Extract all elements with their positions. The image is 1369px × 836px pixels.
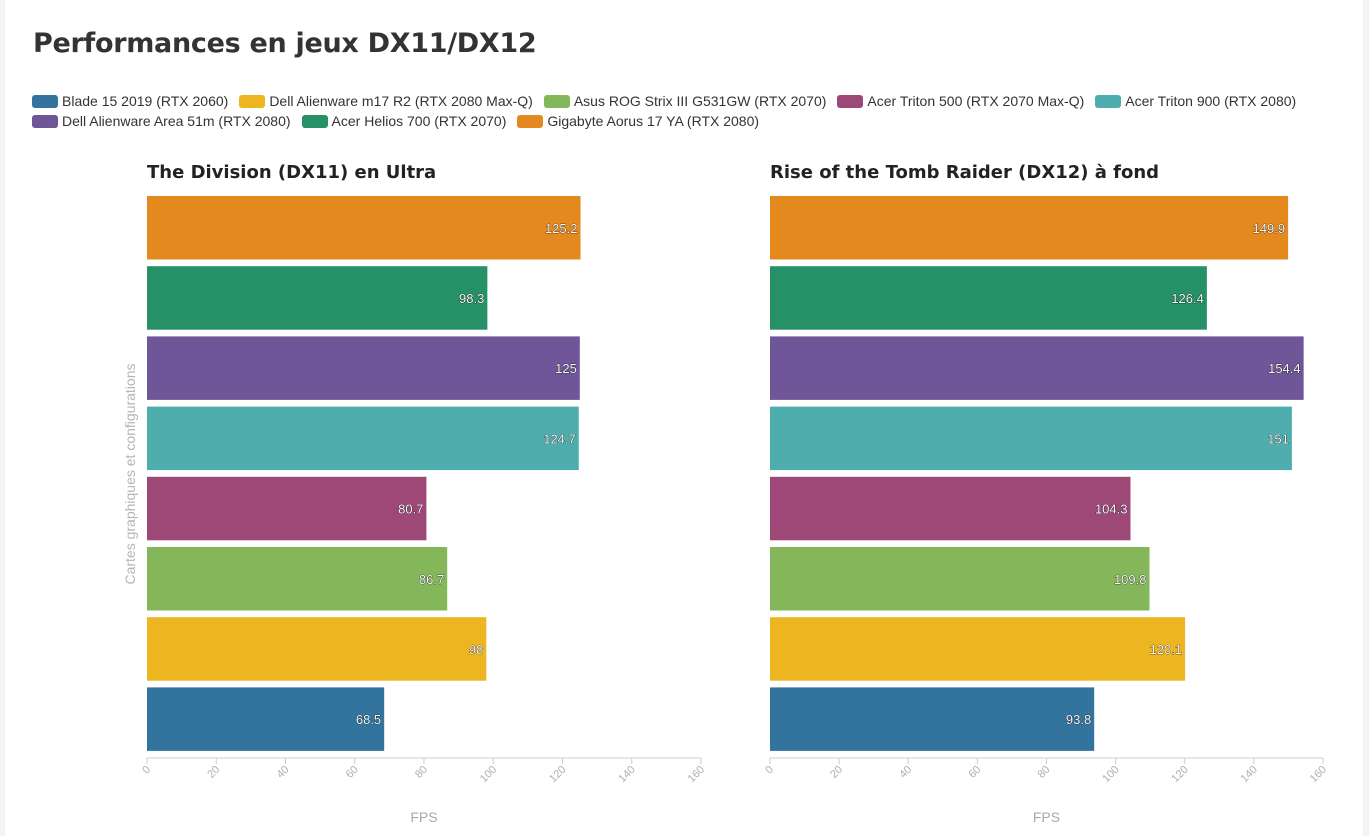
legend-item-alienware-m17[interactable]: Dell Alienware m17 R2 (RTX 2080 Max-Q) (239, 91, 533, 111)
legend-item-triton-900[interactable]: Acer Triton 900 (RTX 2080) (1095, 91, 1296, 111)
legend-item-area-51m[interactable]: Dell Alienware Area 51m (RTX 2080) (32, 111, 291, 131)
legend-row-2: Dell Alienware Area 51m (RTX 2080) Acer … (32, 111, 1332, 131)
bar-1[interactable] (770, 196, 1289, 260)
x-tick-label: 20 (205, 764, 222, 781)
bar-8[interactable] (147, 687, 385, 751)
data-label: 109.8 (1114, 572, 1147, 587)
data-label: 125.2 (545, 221, 578, 236)
legend-item-aorus-17[interactable]: Gigabyte Aorus 17 YA (RTX 2080) (517, 111, 759, 131)
legend-swatch (32, 114, 58, 128)
bar-2[interactable] (770, 266, 1207, 330)
x-axis-title: FPS (410, 809, 437, 825)
bar-8[interactable] (770, 687, 1095, 751)
bar-5[interactable] (770, 476, 1131, 541)
legend-label: Dell Alienware m17 R2 (RTX 2080 Max-Q) (269, 93, 533, 109)
bar-5[interactable] (147, 476, 427, 541)
x-tick-label: 40 (897, 764, 914, 781)
x-tick-label: 160 (1308, 764, 1329, 785)
data-label: 126.4 (1171, 291, 1204, 306)
legend-label: Dell Alienware Area 51m (RTX 2080) (62, 113, 291, 129)
legend-item-blade-15[interactable]: Blade 15 2019 (RTX 2060) (32, 91, 228, 111)
legend-label: Blade 15 2019 (RTX 2060) (62, 93, 229, 109)
bar-3[interactable] (770, 336, 1304, 400)
x-tick-label: 0 (763, 764, 776, 777)
data-label: 120.1 (1150, 642, 1183, 657)
x-tick-label: 40 (274, 764, 291, 781)
data-label: 149.9 (1253, 221, 1286, 236)
data-label: 125 (555, 361, 577, 376)
x-tick-label: 80 (1035, 764, 1052, 781)
legend-swatch (239, 94, 266, 108)
bar-4[interactable] (147, 406, 579, 471)
x-tick-label: 100 (1100, 764, 1121, 785)
bar-1[interactable] (147, 196, 581, 260)
data-label: 154.4 (1268, 361, 1301, 376)
legend-label: Asus ROG Strix III G531GW (RTX 2070) (573, 93, 827, 109)
bar-2[interactable] (147, 266, 488, 330)
x-tick-label: 0 (140, 764, 153, 777)
y-axis-label: Cartes graphiques et configurations (122, 363, 138, 584)
chart-title: The Division (DX11) en Ultra (147, 162, 436, 183)
x-tick-label: 140 (616, 764, 637, 785)
bar-7[interactable] (147, 617, 487, 681)
legend-label: Acer Triton 900 (RTX 2080) (1125, 93, 1297, 109)
x-tick-label: 20 (828, 764, 845, 781)
bar-3[interactable] (147, 336, 580, 400)
legend-item-asus-rog[interactable]: Asus ROG Strix III G531GW (RTX 2070) (543, 91, 827, 111)
legend-swatch (543, 94, 570, 108)
legend-swatch (1095, 94, 1122, 108)
legend-swatch (32, 94, 58, 108)
legend-swatch (517, 114, 544, 128)
x-tick-label: 60 (966, 764, 983, 781)
data-label: 124.7 (543, 431, 576, 446)
legend-row-1: Blade 15 2019 (RTX 2060) Dell Alienware … (32, 91, 1332, 111)
x-tick-label: 100 (478, 764, 499, 785)
legend-label: Acer Triton 500 (RTX 2070 Max-Q) (867, 93, 1085, 109)
data-label: 80.7 (398, 502, 423, 517)
data-label: 98.3 (459, 291, 484, 306)
data-label: 98 (469, 642, 483, 657)
x-tick-label: 80 (413, 764, 430, 781)
bar-6[interactable] (147, 547, 448, 611)
legend-label: Acer Helios 700 (RTX 2070) (331, 113, 507, 129)
chart-title: Rise of the Tomb Raider (DX12) à fond (770, 162, 1159, 183)
legend-item-triton-500[interactable]: Acer Triton 500 (RTX 2070 Max-Q) (837, 91, 1084, 111)
bar-7[interactable] (770, 617, 1186, 681)
data-label: 104.3 (1095, 502, 1128, 517)
x-tick-label: 60 (344, 764, 361, 781)
legend: Blade 15 2019 (RTX 2060) Dell Alienware … (32, 91, 1332, 131)
data-label: 151 (1267, 431, 1289, 446)
x-tick-label: 120 (547, 764, 568, 785)
data-label: 68.5 (356, 712, 381, 727)
legend-swatch (301, 114, 328, 128)
legend-label: Gigabyte Aorus 17 YA (RTX 2080) (547, 113, 760, 129)
x-tick-label: 140 (1239, 764, 1260, 785)
x-axis-title: FPS (1033, 809, 1060, 825)
data-label: 93.8 (1066, 712, 1091, 727)
bar-6[interactable] (770, 547, 1150, 611)
legend-swatch (837, 94, 864, 108)
chart-the-division: The Division (DX11) en Ultra 125.2 98.3 125… (140, 162, 707, 825)
data-label: 86.7 (419, 572, 444, 587)
chart-tomb-raider: Rise of the Tomb Raider (DX12) à fond 149… (763, 162, 1329, 825)
bar-4[interactable] (770, 406, 1292, 471)
page-title: Performances en jeux DX11/DX12 (33, 28, 537, 59)
legend-item-helios-700[interactable]: Acer Helios 700 (RTX 2070) (301, 111, 507, 131)
x-tick-label: 160 (686, 764, 707, 785)
x-tick-label: 120 (1169, 764, 1190, 785)
